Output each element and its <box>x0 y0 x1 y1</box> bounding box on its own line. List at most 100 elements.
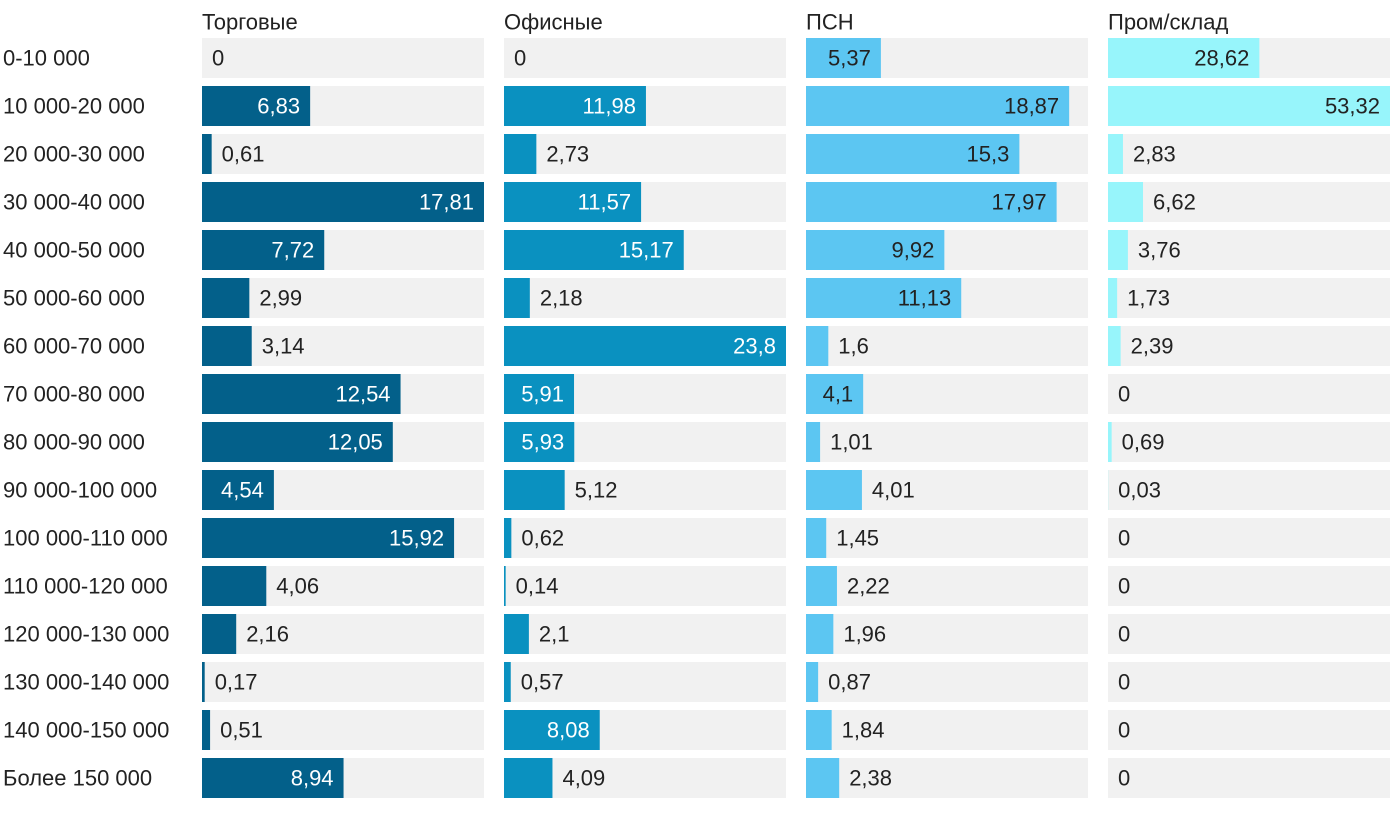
value-label: 1,73 <box>1127 286 1170 311</box>
bar <box>806 470 862 510</box>
value-label: 1,6 <box>838 334 869 359</box>
bar <box>1108 230 1128 270</box>
bar-track <box>504 614 786 654</box>
bar <box>1108 182 1144 222</box>
bar-track <box>1108 470 1390 510</box>
bar <box>202 758 344 798</box>
value-label: 5,91 <box>521 382 564 407</box>
bar <box>504 134 537 174</box>
value-label: 3,76 <box>1138 238 1181 263</box>
value-label: 2,1 <box>539 622 570 647</box>
value-label: 4,1 <box>823 382 854 407</box>
category-label: 60 000-70 000 <box>3 334 145 359</box>
bar <box>202 614 237 654</box>
category-label: 0-10 000 <box>3 46 90 71</box>
category-label: 80 000-90 000 <box>3 430 145 455</box>
panel-title: Торговые <box>202 10 298 35</box>
value-label: 7,72 <box>271 238 314 263</box>
bar <box>202 374 401 414</box>
value-label: 0,51 <box>220 718 263 743</box>
bar <box>202 422 393 462</box>
bar <box>1108 422 1112 462</box>
value-label: 0,17 <box>215 670 258 695</box>
value-label: 0 <box>1118 670 1130 695</box>
value-label: 23,8 <box>733 334 776 359</box>
value-label: 4,09 <box>562 766 605 791</box>
bar-track <box>202 38 484 78</box>
bar-track <box>806 662 1088 702</box>
bar-track <box>1108 758 1390 798</box>
category-label: 20 000-30 000 <box>3 142 145 167</box>
bar <box>202 326 252 366</box>
bar <box>806 662 819 702</box>
bar <box>202 518 455 558</box>
bar-track <box>1108 134 1390 174</box>
value-label: 28,62 <box>1194 46 1249 71</box>
bar <box>806 566 837 606</box>
bar-track <box>1108 422 1390 462</box>
value-label: 2,38 <box>849 766 892 791</box>
value-label: 1,96 <box>843 622 886 647</box>
bar-track <box>504 662 786 702</box>
value-label: 0,87 <box>828 670 871 695</box>
bar <box>806 374 864 414</box>
bar-track <box>504 566 786 606</box>
bar-track <box>1108 518 1390 558</box>
bar <box>504 86 646 126</box>
value-label: 12,54 <box>335 382 390 407</box>
category-label: 40 000-50 000 <box>3 238 145 263</box>
bar <box>1108 134 1123 174</box>
value-label: 0,57 <box>521 670 564 695</box>
bar <box>1108 278 1118 318</box>
category-label: 120 000-130 000 <box>3 622 169 647</box>
bar <box>806 230 945 270</box>
bar <box>504 710 600 750</box>
category-label: 100 000-110 000 <box>3 526 168 551</box>
bar <box>504 662 511 702</box>
value-label: 2,16 <box>246 622 289 647</box>
bar <box>504 278 530 318</box>
value-label: 2,83 <box>1133 142 1176 167</box>
category-label: 140 000-150 000 <box>3 718 169 743</box>
value-label: 6,83 <box>257 94 300 119</box>
value-label: 0 <box>1118 766 1130 791</box>
value-label: 8,08 <box>547 718 590 743</box>
bar <box>806 182 1057 222</box>
bar-track <box>202 134 484 174</box>
value-label: 5,12 <box>575 478 618 503</box>
bar-track <box>806 710 1088 750</box>
bar <box>806 86 1070 126</box>
value-label: 0,62 <box>521 526 564 551</box>
value-label: 5,37 <box>828 46 871 71</box>
value-label: 18,87 <box>1004 94 1059 119</box>
value-label: 0,69 <box>1122 430 1165 455</box>
value-label: 53,32 <box>1325 94 1380 119</box>
bar <box>504 230 684 270</box>
bar <box>806 326 829 366</box>
value-label: 2,99 <box>259 286 302 311</box>
value-label: 6,62 <box>1153 190 1196 215</box>
bar <box>202 470 274 510</box>
bar <box>806 518 827 558</box>
bar-track <box>504 38 786 78</box>
value-label: 1,84 <box>842 718 885 743</box>
bar-track <box>806 422 1088 462</box>
bar <box>806 38 881 78</box>
bar-track <box>1108 374 1390 414</box>
bar <box>504 470 565 510</box>
value-label: 17,81 <box>419 190 474 215</box>
value-label: 4,06 <box>276 574 319 599</box>
bar <box>1108 86 1390 126</box>
value-label: 2,73 <box>546 142 589 167</box>
bar-track <box>806 614 1088 654</box>
category-label: 30 000-40 000 <box>3 190 145 215</box>
bar-track <box>806 566 1088 606</box>
bar-track <box>504 278 786 318</box>
value-label: 0 <box>1118 622 1130 647</box>
bar <box>504 518 512 558</box>
value-label: 11,98 <box>583 94 636 119</box>
bar-track <box>1108 662 1390 702</box>
bar <box>504 182 642 222</box>
bar-track <box>202 710 484 750</box>
